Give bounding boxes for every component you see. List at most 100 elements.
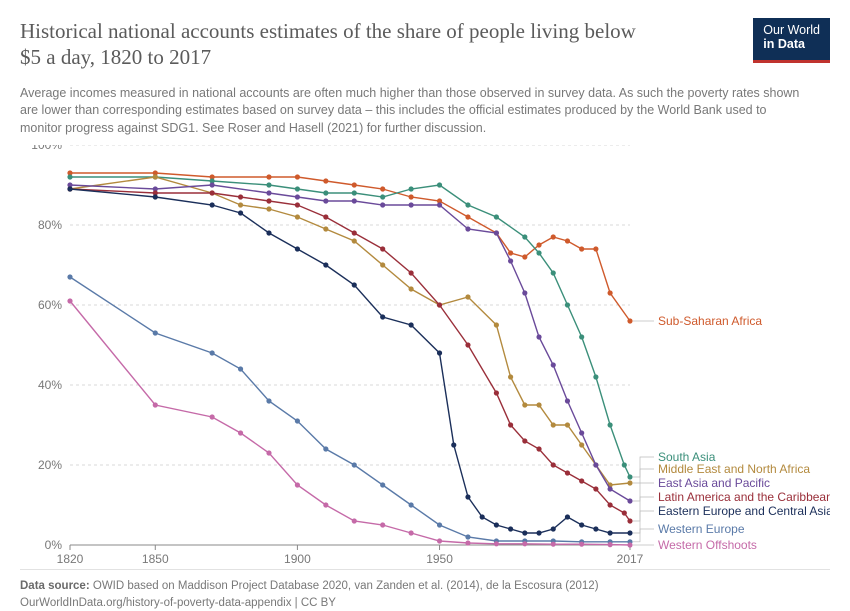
- series-point: [295, 203, 299, 207]
- series-point: [494, 391, 498, 395]
- series-point: [523, 439, 527, 443]
- series-point: [628, 475, 632, 479]
- series-point: [210, 351, 214, 355]
- series-point: [409, 503, 413, 507]
- series-point: [608, 423, 612, 427]
- label-connector: [633, 483, 654, 501]
- series-point: [628, 543, 632, 547]
- series-point: [295, 483, 299, 487]
- series-point: [466, 295, 470, 299]
- series-point: [295, 187, 299, 191]
- series-label[interactable]: Western Europe: [658, 522, 745, 536]
- series-point: [68, 275, 72, 279]
- series-point: [381, 203, 385, 207]
- series-point: [628, 481, 632, 485]
- series-point: [537, 531, 541, 535]
- y-axis-label: 80%: [38, 218, 62, 232]
- series-label[interactable]: Western Offshoots: [658, 538, 757, 552]
- series-point: [494, 231, 498, 235]
- series-point: [381, 315, 385, 319]
- series-point: [537, 243, 541, 247]
- label-connector: [633, 497, 654, 521]
- y-axis-label: 0%: [45, 538, 63, 552]
- series-point: [409, 531, 413, 535]
- label-connector: [633, 511, 654, 533]
- series-point: [537, 447, 541, 451]
- series-point: [381, 187, 385, 191]
- series-point: [580, 542, 584, 546]
- series-label[interactable]: Latin America and the Caribbean: [658, 490, 830, 504]
- series-point: [565, 239, 569, 243]
- series-point: [494, 323, 498, 327]
- series-point: [238, 211, 242, 215]
- series-point: [381, 195, 385, 199]
- series-point: [267, 175, 271, 179]
- footer-link[interactable]: OurWorldInData.org/history-of-poverty-da…: [20, 595, 830, 611]
- series-point: [409, 271, 413, 275]
- series-point: [466, 215, 470, 219]
- series-point: [523, 531, 527, 535]
- series-point: [267, 231, 271, 235]
- y-axis-label: 20%: [38, 458, 62, 472]
- series-label[interactable]: Sub-Saharan Africa: [658, 314, 762, 328]
- series-point: [628, 519, 632, 523]
- series-point: [437, 539, 441, 543]
- series-point: [551, 527, 555, 531]
- series-point: [594, 487, 598, 491]
- series-point: [437, 523, 441, 527]
- series-point: [551, 235, 555, 239]
- series-label[interactable]: East Asia and Pacific: [658, 476, 770, 490]
- series-point: [537, 335, 541, 339]
- owid-logo[interactable]: Our World in Data: [753, 18, 830, 63]
- series-point: [523, 542, 527, 546]
- series-point: [437, 351, 441, 355]
- series-point: [551, 423, 555, 427]
- series-label[interactable]: Eastern Europe and Central Asia: [658, 504, 830, 518]
- series-point: [210, 183, 214, 187]
- series-point: [608, 543, 612, 547]
- x-axis-label: 2017: [617, 552, 644, 565]
- series-point: [409, 323, 413, 327]
- series-point: [381, 247, 385, 251]
- series-point: [551, 542, 555, 546]
- series-point: [352, 283, 356, 287]
- series-point: [551, 271, 555, 275]
- series-point: [466, 203, 470, 207]
- series-point: [210, 415, 214, 419]
- series-point: [594, 247, 598, 251]
- series-point: [466, 227, 470, 231]
- series-point: [537, 251, 541, 255]
- x-axis-label: 1820: [57, 552, 84, 565]
- series-point: [153, 331, 157, 335]
- series-point: [580, 443, 584, 447]
- series-point: [551, 463, 555, 467]
- series-line: [70, 301, 630, 545]
- chart-title: Historical national accounts estimates o…: [20, 18, 660, 71]
- series-point: [352, 191, 356, 195]
- series-point: [267, 183, 271, 187]
- series-point: [267, 199, 271, 203]
- series-label[interactable]: Middle East and North Africa: [658, 462, 810, 476]
- series-point: [622, 463, 626, 467]
- series-point: [628, 499, 632, 503]
- series-point: [509, 251, 513, 255]
- series-point: [466, 343, 470, 347]
- series-point: [68, 299, 72, 303]
- series-point: [409, 203, 413, 207]
- series-point: [352, 239, 356, 243]
- series-point: [509, 423, 513, 427]
- series-point: [437, 303, 441, 307]
- series-point: [324, 179, 328, 183]
- series-line: [70, 185, 630, 501]
- series-point: [267, 191, 271, 195]
- series-point: [295, 175, 299, 179]
- series-point: [580, 523, 584, 527]
- series-point: [509, 375, 513, 379]
- source-label: Data source:: [20, 580, 90, 592]
- series-point: [466, 541, 470, 545]
- x-axis-label: 1850: [142, 552, 169, 565]
- series-point: [352, 183, 356, 187]
- series-point: [381, 263, 385, 267]
- chart-area: 0%20%40%60%80%100%18201850190019502017Su…: [20, 145, 830, 565]
- series-point: [238, 203, 242, 207]
